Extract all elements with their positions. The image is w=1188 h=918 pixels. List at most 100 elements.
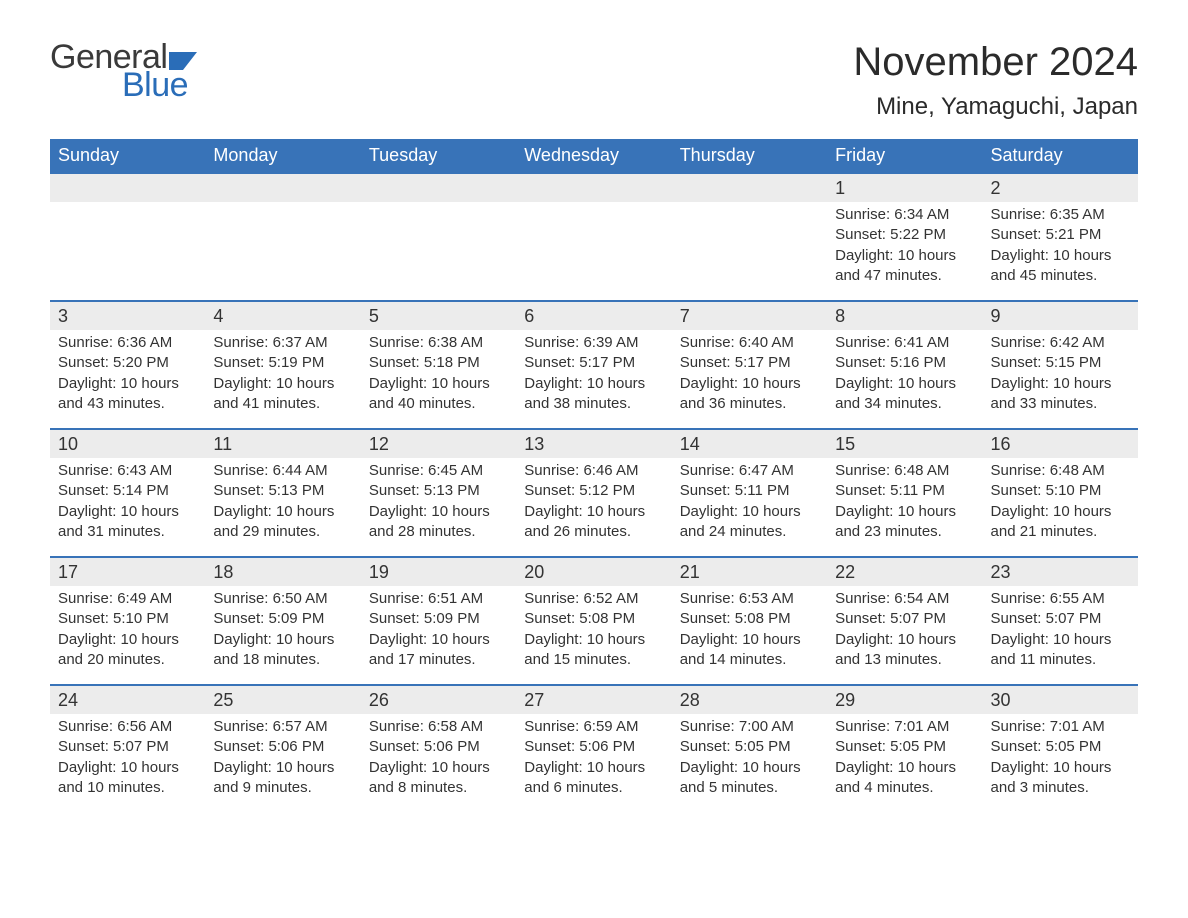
daylight-line: Daylight: 10 hours and 18 minutes.	[213, 630, 352, 671]
sunset-line: Sunset: 5:15 PM	[991, 353, 1130, 373]
sunset-line: Sunset: 5:11 PM	[835, 481, 974, 501]
day-details: Sunrise: 6:50 AMSunset: 5:09 PMDaylight:…	[205, 586, 360, 678]
sunset-line: Sunset: 5:09 PM	[369, 609, 508, 629]
sunset-line: Sunset: 5:13 PM	[369, 481, 508, 501]
calendar-day: 25Sunrise: 6:57 AMSunset: 5:06 PMDayligh…	[205, 684, 360, 812]
logo: General Blue	[50, 40, 197, 102]
daylight-line: Daylight: 10 hours and 26 minutes.	[524, 502, 663, 543]
weekday-header: Monday	[205, 139, 360, 172]
day-details: Sunrise: 6:42 AMSunset: 5:15 PMDaylight:…	[983, 330, 1138, 422]
day-number: 22	[827, 556, 982, 586]
sunrise-line: Sunrise: 6:41 AM	[835, 333, 974, 353]
daylight-line: Daylight: 10 hours and 23 minutes.	[835, 502, 974, 543]
sunset-line: Sunset: 5:16 PM	[835, 353, 974, 373]
day-number: 20	[516, 556, 671, 586]
sunset-line: Sunset: 5:07 PM	[835, 609, 974, 629]
weekday-header: Sunday	[50, 139, 205, 172]
calendar-day: 10Sunrise: 6:43 AMSunset: 5:14 PMDayligh…	[50, 428, 205, 556]
sunrise-line: Sunrise: 6:36 AM	[58, 333, 197, 353]
sunrise-line: Sunrise: 6:49 AM	[58, 589, 197, 609]
day-details: Sunrise: 7:01 AMSunset: 5:05 PMDaylight:…	[983, 714, 1138, 806]
day-number: 7	[672, 300, 827, 330]
daylight-line: Daylight: 10 hours and 47 minutes.	[835, 246, 974, 287]
calendar-day: 30Sunrise: 7:01 AMSunset: 5:05 PMDayligh…	[983, 684, 1138, 812]
daylight-line: Daylight: 10 hours and 9 minutes.	[213, 758, 352, 799]
sunset-line: Sunset: 5:06 PM	[213, 737, 352, 757]
day-details: Sunrise: 6:46 AMSunset: 5:12 PMDaylight:…	[516, 458, 671, 550]
day-number: 12	[361, 428, 516, 458]
day-number: 10	[50, 428, 205, 458]
sunrise-line: Sunrise: 6:56 AM	[58, 717, 197, 737]
sunset-line: Sunset: 5:12 PM	[524, 481, 663, 501]
sunrise-line: Sunrise: 6:44 AM	[213, 461, 352, 481]
calendar-day: 21Sunrise: 6:53 AMSunset: 5:08 PMDayligh…	[672, 556, 827, 684]
day-details: Sunrise: 6:40 AMSunset: 5:17 PMDaylight:…	[672, 330, 827, 422]
day-number: 29	[827, 684, 982, 714]
day-number: 13	[516, 428, 671, 458]
calendar-day: 9Sunrise: 6:42 AMSunset: 5:15 PMDaylight…	[983, 300, 1138, 428]
sunset-line: Sunset: 5:05 PM	[991, 737, 1130, 757]
calendar-day: 12Sunrise: 6:45 AMSunset: 5:13 PMDayligh…	[361, 428, 516, 556]
sunset-line: Sunset: 5:08 PM	[524, 609, 663, 629]
day-number: 23	[983, 556, 1138, 586]
day-details: Sunrise: 6:48 AMSunset: 5:11 PMDaylight:…	[827, 458, 982, 550]
calendar-day: 14Sunrise: 6:47 AMSunset: 5:11 PMDayligh…	[672, 428, 827, 556]
sunrise-line: Sunrise: 6:58 AM	[369, 717, 508, 737]
sunset-line: Sunset: 5:06 PM	[369, 737, 508, 757]
daylight-line: Daylight: 10 hours and 24 minutes.	[680, 502, 819, 543]
daylight-line: Daylight: 10 hours and 4 minutes.	[835, 758, 974, 799]
day-number: 30	[983, 684, 1138, 714]
calendar-day: 6Sunrise: 6:39 AMSunset: 5:17 PMDaylight…	[516, 300, 671, 428]
day-details: Sunrise: 6:56 AMSunset: 5:07 PMDaylight:…	[50, 714, 205, 806]
day-number: 4	[205, 300, 360, 330]
sunrise-line: Sunrise: 6:55 AM	[991, 589, 1130, 609]
sunrise-line: Sunrise: 7:01 AM	[991, 717, 1130, 737]
calendar-day: 22Sunrise: 6:54 AMSunset: 5:07 PMDayligh…	[827, 556, 982, 684]
day-details: Sunrise: 6:44 AMSunset: 5:13 PMDaylight:…	[205, 458, 360, 550]
sunset-line: Sunset: 5:11 PM	[680, 481, 819, 501]
daylight-line: Daylight: 10 hours and 34 minutes.	[835, 374, 974, 415]
daylight-line: Daylight: 10 hours and 38 minutes.	[524, 374, 663, 415]
daylight-line: Daylight: 10 hours and 29 minutes.	[213, 502, 352, 543]
sunset-line: Sunset: 5:05 PM	[680, 737, 819, 757]
day-number: 3	[50, 300, 205, 330]
calendar-day: 15Sunrise: 6:48 AMSunset: 5:11 PMDayligh…	[827, 428, 982, 556]
calendar-day: 27Sunrise: 6:59 AMSunset: 5:06 PMDayligh…	[516, 684, 671, 812]
calendar-week: 10Sunrise: 6:43 AMSunset: 5:14 PMDayligh…	[50, 428, 1138, 556]
day-details: Sunrise: 6:52 AMSunset: 5:08 PMDaylight:…	[516, 586, 671, 678]
sunset-line: Sunset: 5:17 PM	[524, 353, 663, 373]
day-details: Sunrise: 6:38 AMSunset: 5:18 PMDaylight:…	[361, 330, 516, 422]
sunrise-line: Sunrise: 6:39 AM	[524, 333, 663, 353]
daylight-line: Daylight: 10 hours and 15 minutes.	[524, 630, 663, 671]
logo-text-blue: Blue	[122, 68, 197, 102]
calendar-day: 23Sunrise: 6:55 AMSunset: 5:07 PMDayligh…	[983, 556, 1138, 684]
empty-day-header	[516, 172, 671, 202]
day-number: 11	[205, 428, 360, 458]
sunset-line: Sunset: 5:08 PM	[680, 609, 819, 629]
calendar-day: 17Sunrise: 6:49 AMSunset: 5:10 PMDayligh…	[50, 556, 205, 684]
day-number: 21	[672, 556, 827, 586]
calendar-empty	[50, 172, 205, 300]
day-details: Sunrise: 6:58 AMSunset: 5:06 PMDaylight:…	[361, 714, 516, 806]
calendar-day: 7Sunrise: 6:40 AMSunset: 5:17 PMDaylight…	[672, 300, 827, 428]
daylight-line: Daylight: 10 hours and 36 minutes.	[680, 374, 819, 415]
sunrise-line: Sunrise: 6:50 AM	[213, 589, 352, 609]
day-details: Sunrise: 6:53 AMSunset: 5:08 PMDaylight:…	[672, 586, 827, 678]
sunset-line: Sunset: 5:10 PM	[58, 609, 197, 629]
calendar-empty	[516, 172, 671, 300]
calendar-body: 1Sunrise: 6:34 AMSunset: 5:22 PMDaylight…	[50, 172, 1138, 812]
sunset-line: Sunset: 5:10 PM	[991, 481, 1130, 501]
day-number: 27	[516, 684, 671, 714]
weekday-header: Tuesday	[361, 139, 516, 172]
sunrise-line: Sunrise: 6:48 AM	[835, 461, 974, 481]
sunrise-line: Sunrise: 6:51 AM	[369, 589, 508, 609]
day-details: Sunrise: 6:37 AMSunset: 5:19 PMDaylight:…	[205, 330, 360, 422]
calendar-day: 18Sunrise: 6:50 AMSunset: 5:09 PMDayligh…	[205, 556, 360, 684]
sunset-line: Sunset: 5:13 PM	[213, 481, 352, 501]
day-details: Sunrise: 7:00 AMSunset: 5:05 PMDaylight:…	[672, 714, 827, 806]
sunset-line: Sunset: 5:17 PM	[680, 353, 819, 373]
sunset-line: Sunset: 5:14 PM	[58, 481, 197, 501]
day-number: 5	[361, 300, 516, 330]
empty-day-header	[205, 172, 360, 202]
sunrise-line: Sunrise: 6:42 AM	[991, 333, 1130, 353]
